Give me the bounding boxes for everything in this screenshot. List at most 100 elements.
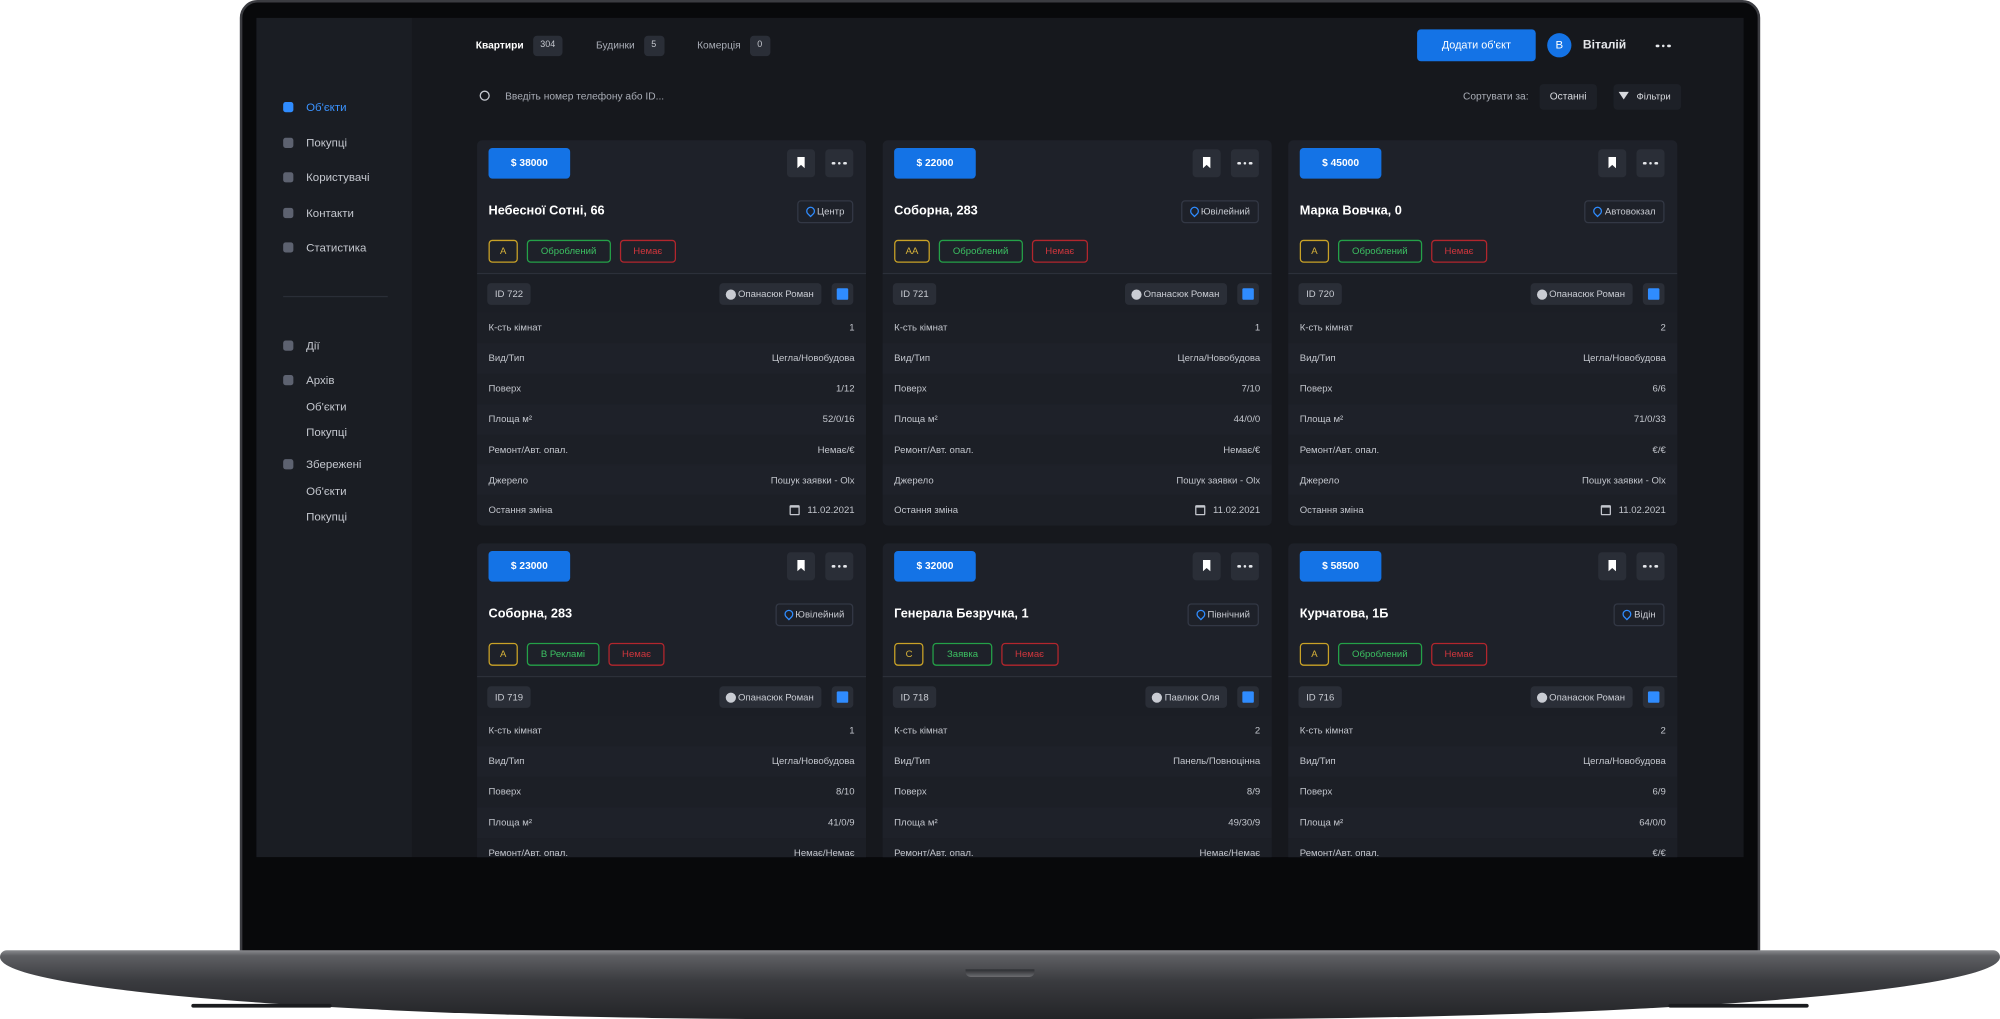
nav-subitem[interactable]: Об'єкти (306, 400, 347, 414)
field-value: 52/0/16 (822, 412, 855, 425)
more-button[interactable] (825, 552, 854, 581)
photos-button[interactable] (1237, 283, 1259, 305)
more-button[interactable] (1636, 149, 1665, 178)
field-label: Площа м² (894, 815, 938, 828)
nav-icon (283, 172, 294, 183)
status-tag: Немає (608, 642, 666, 666)
listing-card[interactable]: $ 23000 Соборна, 283 Ювілейний А В Рекламі Не… (477, 543, 867, 858)
district: Відін (1634, 608, 1656, 620)
field-label: Остання зміна (488, 504, 553, 516)
agent-name: Опанасюк Роман (1549, 288, 1625, 300)
field-value: 49/30/9 (1228, 815, 1261, 828)
laptop-foot (191, 1003, 332, 1008)
listing-card[interactable]: $ 45000 Марка Вовчка, 0 Автовокзал А Обробле… (1288, 140, 1678, 526)
search-input[interactable]: Введіть номер телефону або ID... (505, 90, 665, 103)
field-label: Поверх (894, 785, 927, 797)
nav-subitem[interactable]: Об'єкти (306, 484, 347, 498)
agent-tag[interactable]: Опанасюк Роман (1124, 283, 1228, 305)
listing-card[interactable]: $ 38000 Небесної Сотні, 66 Центр А Оброблени… (477, 140, 867, 526)
field-value: 8/10 (835, 785, 855, 797)
field-label: Ремонт/Авт. опал. (488, 443, 568, 455)
agent-icon (1536, 288, 1547, 300)
nav-item[interactable]: Покупці (306, 135, 347, 149)
listing-card[interactable]: $ 58500 Курчатова, 1Б Відін А Оброблений Нема… (1288, 543, 1678, 858)
field-value: Немає/€ (817, 443, 855, 455)
listing-id: ID 720 (1298, 283, 1342, 305)
price-badge[interactable]: $ 22000 (894, 147, 976, 179)
nav-icon (283, 102, 294, 113)
listing-card[interactable]: $ 32000 Генерала Безручка, 1 Північний С Зая… (882, 543, 1272, 858)
field-value: 64/0/0 (1639, 815, 1666, 828)
photos-button[interactable] (1237, 686, 1259, 708)
more-button[interactable] (825, 149, 854, 178)
price-badge[interactable]: $ 45000 (1299, 147, 1382, 179)
nav-subitem[interactable]: Покупці (306, 509, 347, 523)
tab[interactable]: Комерція 0 (697, 35, 770, 57)
tab[interactable]: Квартири 304 (475, 35, 563, 57)
field-row: Остання зміна 11.02.2021 (477, 495, 867, 526)
sort-select[interactable]: Останні (1539, 84, 1597, 110)
tags: А Оброблений Немає (488, 239, 677, 263)
field-label: Площа м² (1299, 815, 1344, 828)
agent-tag[interactable]: Опанасюк Роман (1530, 283, 1633, 305)
nav-item[interactable]: Користувачі (306, 170, 370, 184)
photos-button[interactable] (831, 283, 854, 305)
agent-tag[interactable]: Опанасюк Роман (718, 686, 822, 708)
field-row: Джерело Пошук заявки - Olx (1288, 464, 1678, 496)
nav-section[interactable]: Архів (306, 373, 335, 387)
photos-button[interactable] (1642, 283, 1665, 305)
filter-icon (1618, 91, 1629, 100)
photos-button[interactable] (1642, 686, 1665, 708)
photos-button[interactable] (831, 686, 854, 708)
nav-section[interactable]: Збережені (306, 457, 362, 471)
nav-item[interactable]: Статистика (306, 241, 367, 254)
dot (1237, 564, 1241, 568)
agent-tag[interactable]: Опанасюк Роман (718, 283, 822, 305)
nav-subitem[interactable]: Покупці (306, 425, 347, 439)
add-button[interactable]: Додати об'єкт (1417, 29, 1536, 62)
price-badge[interactable]: $ 23000 (488, 551, 571, 582)
nav-item[interactable]: Контакти (306, 205, 354, 219)
agent-tag[interactable]: Павлюк Оля (1145, 686, 1228, 708)
bookmark-button[interactable] (1598, 552, 1627, 581)
dot (1249, 161, 1253, 165)
price-badge[interactable]: $ 32000 (894, 551, 976, 582)
field-label: Ремонт/Авт. опал. (1299, 443, 1380, 455)
bookmark-button[interactable] (1598, 149, 1627, 178)
user-avatar[interactable]: В (1547, 33, 1572, 58)
agent-icon (725, 288, 736, 300)
listing-card[interactable]: $ 22000 Соборна, 283 Ювілейний АА Оброблений… (882, 140, 1272, 526)
bookmark-button[interactable] (1192, 149, 1221, 178)
bookmark-button[interactable] (1192, 552, 1221, 581)
nav-section[interactable]: Дії (306, 339, 320, 353)
bookmark-button[interactable] (786, 149, 816, 178)
nav-item[interactable]: Об'єкти (306, 100, 347, 114)
field-row: Остання зміна 11.02.2021 (882, 495, 1272, 526)
field-row: Площа м² 44/0/0 (882, 403, 1272, 435)
field-row: Вид/Тип Цегла/Новобудова (477, 746, 867, 777)
more-button[interactable] (1230, 149, 1259, 178)
price-badge[interactable]: $ 38000 (488, 147, 571, 179)
field-label: Ремонт/Авт. опал. (894, 846, 974, 858)
field-value: 11.02.2021 (1213, 504, 1261, 516)
dot (843, 161, 847, 165)
tags: АА Оброблений Немає (894, 239, 1089, 263)
user-name[interactable]: Віталій (1582, 38, 1627, 53)
agent-tag[interactable]: Опанасюк Роман (1530, 686, 1633, 708)
field-label: Площа м² (488, 815, 533, 828)
field-label: К-сть кімнат (894, 321, 948, 333)
more-button[interactable] (1230, 552, 1259, 581)
calendar-icon (1600, 505, 1611, 516)
field-value: 41/0/9 (827, 815, 855, 828)
more-button[interactable] (1636, 552, 1665, 581)
tab-label: Квартири (475, 39, 524, 52)
photos-icon (1242, 691, 1254, 703)
more-button[interactable] (1651, 37, 1677, 55)
listing-id: ID 718 (892, 686, 937, 708)
bookmark-button[interactable] (786, 552, 816, 581)
price-badge[interactable]: $ 58500 (1299, 551, 1382, 582)
tab[interactable]: Будинки 5 (596, 35, 664, 57)
tags: А Оброблений Немає (1299, 239, 1488, 263)
divider (882, 676, 1272, 678)
